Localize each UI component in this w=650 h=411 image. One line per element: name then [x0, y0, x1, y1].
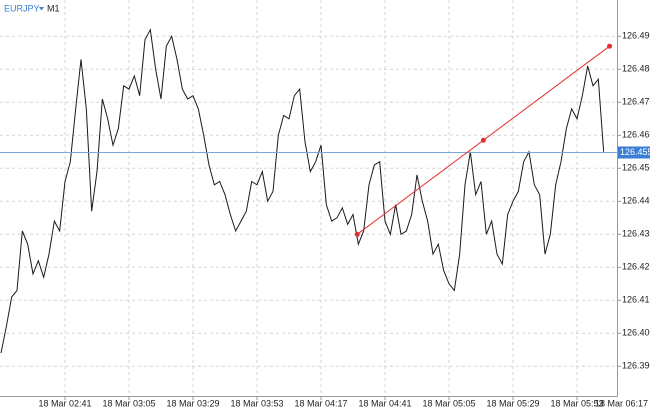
current-price-tag [618, 146, 650, 159]
y-tick-label: 126.440 [622, 196, 650, 206]
trendline-handle [480, 137, 486, 143]
y-tick-label: 126.410 [622, 295, 650, 305]
y-tick-label: 126.490 [622, 31, 650, 41]
x-tick-label: 18 Mar 06:17 [595, 398, 648, 408]
y-tick-label: 126.430 [622, 229, 650, 239]
y-tick-label: 126.460 [622, 130, 650, 140]
x-tick-label: 18 Mar 05:29 [486, 398, 539, 408]
current-price-label: 126.455 [620, 147, 650, 157]
y-tick-label: 126.480 [622, 64, 650, 74]
trendline-handle [607, 43, 613, 49]
timeframe[interactable]: M1 [47, 3, 60, 13]
x-tick-label: 18 Mar 03:53 [230, 398, 283, 408]
axes: 126.390 126.400 126.410 126.420 126.430 126.4… [38, 31, 650, 408]
price-line [0, 28, 605, 354]
trendline-handle [354, 231, 360, 237]
y-tick-label: 126.450 [622, 163, 650, 173]
x-tick-label: 18 Mar 04:41 [358, 398, 411, 408]
x-tick-label: 18 Mar 04:17 [294, 398, 347, 408]
symbol-caret[interactable] [39, 7, 44, 11]
marks [0, 28, 617, 354]
x-tick-label: 18 Mar 05:53 [550, 398, 603, 408]
y-tick-label: 126.390 [622, 361, 650, 371]
x-tick-label: 18 Mar 03:05 [102, 398, 155, 408]
symbol[interactable]: EURJPY [4, 3, 40, 13]
x-tick-label: 18 Mar 02:41 [38, 398, 91, 408]
y-tick-label: 126.420 [622, 262, 650, 272]
y-tick-label: 126.400 [622, 328, 650, 338]
x-tick-label: 18 Mar 03:29 [166, 398, 219, 408]
x-tick-label: 18 Mar 05:05 [422, 398, 475, 408]
y-tick-label: 126.470 [622, 97, 650, 107]
